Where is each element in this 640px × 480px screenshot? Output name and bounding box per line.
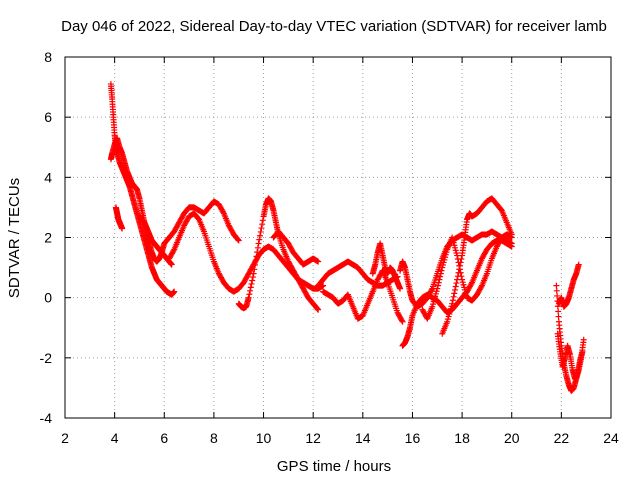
data-point [258,225,265,232]
data-point [449,300,456,307]
y-tick-label: 2 [44,230,52,246]
data-point [245,294,252,301]
data-point [454,276,461,283]
data-point [468,280,475,287]
x-axis-label: GPS time / hours [277,458,391,475]
data-point [254,249,261,256]
data-point [256,236,263,243]
data-point [437,270,444,277]
data-point [220,209,227,216]
data-point [508,231,515,238]
data-point [249,274,256,281]
data-point [254,244,261,251]
x-tick-label: 6 [160,430,168,446]
data-point [450,293,457,300]
y-tick-label: 6 [44,109,52,125]
x-tick-label: 16 [405,430,421,446]
data-point [553,282,560,289]
data-point [399,318,406,325]
data-point [555,308,562,315]
x-tick-label: 2 [61,430,69,446]
data-point [580,336,587,343]
data-point [437,273,444,280]
axis-ticks [64,56,612,419]
x-tick-label: 18 [454,430,470,446]
data-point [315,306,322,313]
x-tick-label: 20 [504,430,520,446]
data-point [575,261,582,268]
data-point [508,243,515,250]
data-point [397,285,404,292]
data-point [452,283,459,290]
data-point [168,261,175,268]
data-point [259,221,266,228]
data-point [252,262,259,269]
y-tick-label: -4 [40,410,53,426]
data-point [119,225,126,232]
data-point [553,287,560,294]
data-point [248,280,255,287]
y-tick-label: -2 [40,350,53,366]
chart-title: Day 046 of 2022, Sidereal Day-to-day VTE… [61,18,607,35]
x-tick-label: 14 [355,430,371,446]
data-point [250,270,257,277]
data-point [449,297,456,304]
data-point [257,228,264,235]
x-tick-label: 10 [256,430,272,446]
data-point [478,283,485,290]
data-point [453,280,460,287]
data-point [454,273,461,280]
data-point [435,279,442,286]
data-point [252,257,259,264]
data-point [314,305,321,312]
data-point [451,290,458,297]
data-point [434,285,441,292]
data-point [253,253,260,260]
data-point [428,286,435,293]
x-tick-label: 4 [111,430,119,446]
data-point [434,282,441,289]
data-point [246,291,253,298]
y-tick-label: 0 [44,290,52,306]
y-tick-label: 4 [44,169,52,185]
data-point [579,348,586,355]
data-point [455,269,462,276]
data-point [452,286,458,293]
x-tick-label: 22 [554,430,570,446]
data-point [235,237,242,244]
data-point [457,259,464,266]
data-point [259,217,266,224]
data-point [249,277,256,284]
x-tick-label: 8 [210,430,218,446]
data-point [315,258,322,265]
data-point [456,262,463,269]
data-point [255,240,262,247]
data-point [554,292,561,299]
data-point [247,284,254,291]
data-point [235,236,242,243]
y-axis-label: SDTVAR / TECUs [6,178,23,298]
x-tick-label: 24 [603,430,619,446]
data-point [398,317,405,324]
data-point [438,267,445,274]
data-point [171,288,178,295]
data-points [107,81,587,394]
data-point [170,247,177,254]
data-point [436,276,443,283]
data-point [251,266,258,273]
data-point [458,255,465,262]
data-point [257,232,263,239]
x-tick-label: 12 [305,430,321,446]
data-point [555,313,562,320]
data-point [247,287,254,294]
y-tick-label: 8 [44,49,52,65]
data-point [456,266,463,273]
